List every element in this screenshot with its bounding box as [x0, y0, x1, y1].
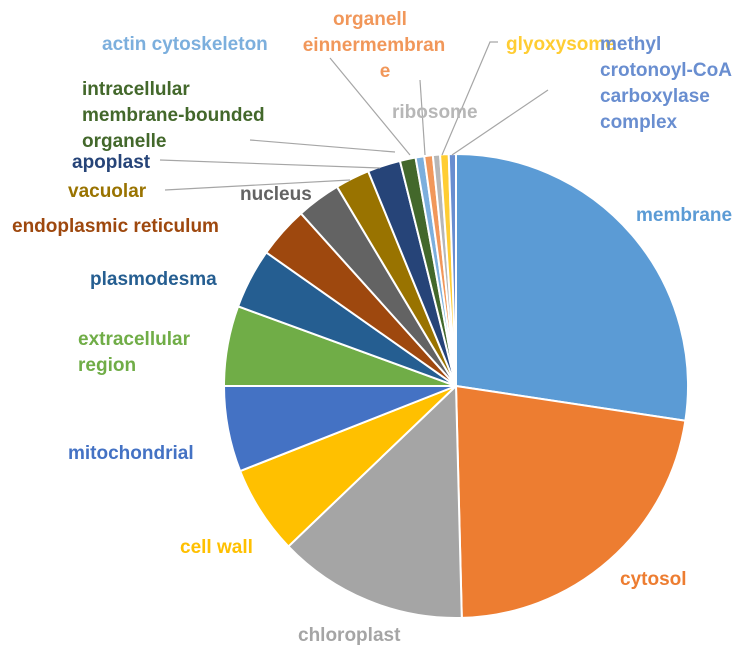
label-methyl-crotonoyl-coa-carboxylase-complex: methyl crotonoyl-CoA carboxylase complex: [600, 34, 732, 133]
pie-slices: [222, 152, 689, 619]
label-plasmodesma: plasmodesma: [90, 269, 217, 290]
label-mitochondrial: mitochondrial: [68, 443, 194, 464]
label-cytosol: cytosol: [620, 569, 687, 590]
label-nucleus: nucleus: [240, 184, 312, 205]
slice-chloroplast: [286, 383, 463, 619]
leader-lines: [159, 41, 549, 191]
slice-membrane: [455, 152, 689, 422]
label-apoplast: apoplast: [72, 152, 151, 173]
label-cell-wall: cell wall: [180, 537, 253, 558]
leader-vacuolar: [164, 179, 351, 191]
label-ribosome: ribosome: [392, 102, 478, 123]
leader-organelle-inner-membrane: [419, 79, 426, 156]
leader-apoplast: [159, 159, 381, 169]
leader-glyoxysome: [441, 41, 498, 156]
label-membrane: membrane: [636, 205, 732, 226]
label-glyoxysome: glyoxysome: [506, 34, 616, 55]
label-chloroplast: chloroplast: [298, 625, 401, 646]
leader-intracellular-membrane-bounded-organelle: [249, 139, 396, 153]
label-vacuolar: vacuolar: [68, 181, 147, 202]
leader-methyl-crotonoyl-coa-carboxylase-complex: [451, 89, 549, 156]
label-organelle-inner-membrane: organell einnermembran e: [303, 9, 446, 82]
label-endoplasmic-reticulum: endoplasmic reticulum: [12, 216, 219, 237]
label-intracellular-membrane-bounded-organelle: intracellular membrane-bounded organelle: [82, 79, 265, 152]
label-actin-cytoskeleton: actin cytoskeleton: [102, 34, 268, 55]
leader-actin-cytoskeleton: [329, 57, 411, 156]
slice-cytosol: [454, 384, 687, 619]
slice-labels: membrane cytosol chloroplast cell wall mitoc…: [12, 9, 732, 646]
label-extracellular-region: extracellular region: [78, 329, 191, 376]
